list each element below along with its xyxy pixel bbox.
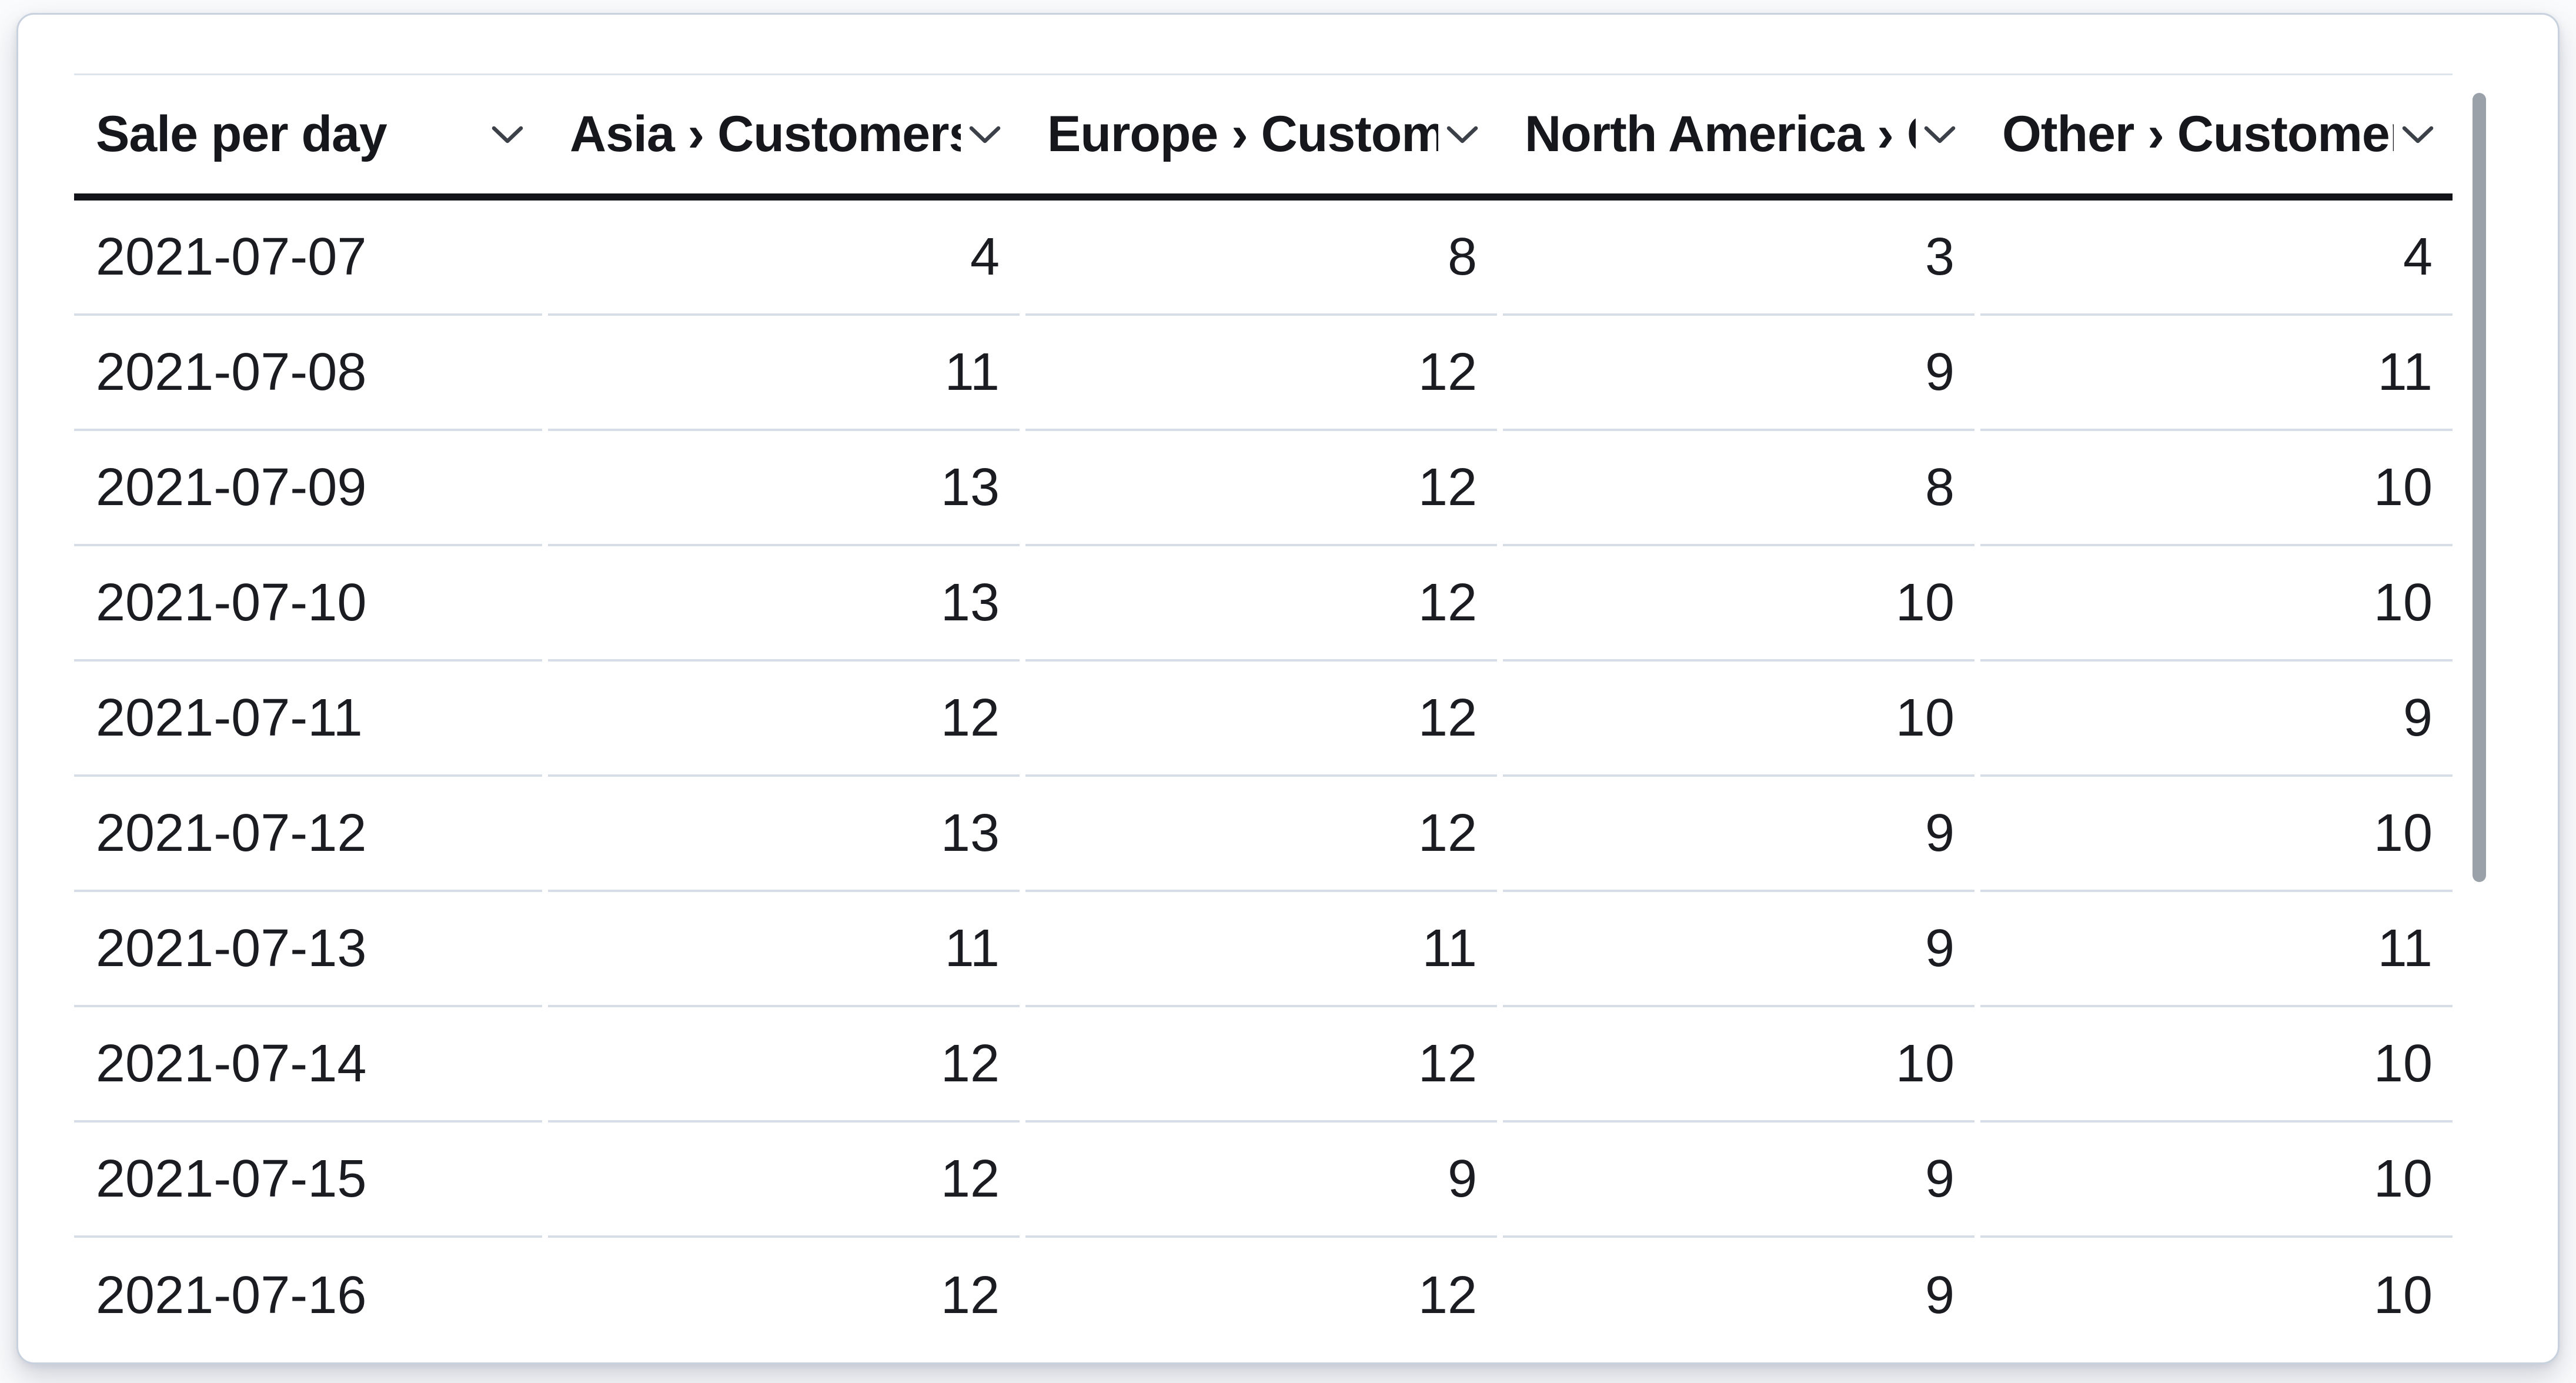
date-cell: 2021-07-09 — [74, 431, 542, 546]
column-header-europe-customers[interactable]: Europe › Customers — [1025, 75, 1497, 193]
value-cell: 13 — [548, 546, 1020, 662]
value-cell: 10 — [1503, 662, 1974, 777]
chevron-down-icon — [492, 126, 523, 143]
column-header-asia-customers[interactable]: Asia › Customers — [548, 75, 1020, 193]
table-body: 2021-07-07 4 8 3 4 2021-07-08 11 12 9 11… — [74, 201, 2453, 1353]
table-row: 2021-07-08 11 12 9 11 — [74, 316, 2453, 431]
vertical-scrollbar-thumb[interactable] — [2473, 93, 2486, 882]
value-cell: 9 — [1025, 1123, 1497, 1238]
column-header-label: Asia › Customers — [570, 106, 961, 162]
column-header-label: Europe › Customers — [1047, 106, 1438, 162]
date-cell: 2021-07-08 — [74, 316, 542, 431]
value-cell: 11 — [548, 316, 1020, 431]
value-cell: 12 — [1025, 1007, 1497, 1123]
value-cell: 12 — [548, 1123, 1020, 1238]
column-header-north-america-customers[interactable]: North America › Customers — [1503, 75, 1974, 193]
value-cell: 13 — [548, 777, 1020, 892]
table-row: 2021-07-09 13 12 8 10 — [74, 431, 2453, 546]
sales-table: Sale per day Asia › Customers Europe › C… — [74, 74, 2453, 1353]
value-cell: 10 — [1503, 546, 1974, 662]
table-row: 2021-07-11 12 12 10 9 — [74, 662, 2453, 777]
table-row: 2021-07-16 12 12 9 10 — [74, 1238, 2453, 1353]
value-cell: 12 — [548, 1007, 1020, 1123]
value-cell: 4 — [548, 201, 1020, 316]
date-cell: 2021-07-12 — [74, 777, 542, 892]
value-cell: 11 — [1980, 892, 2453, 1007]
value-cell: 12 — [1025, 431, 1497, 546]
date-cell: 2021-07-16 — [96, 1265, 367, 1325]
column-header-other-customers[interactable]: Other › Customers — [1980, 75, 2453, 193]
value-cell: 12 — [1025, 662, 1497, 777]
column-header-label: North America › Customers — [1525, 106, 1916, 162]
date-cell: 2021-07-07 — [74, 201, 542, 316]
value-cell: 11 — [1980, 316, 2453, 431]
value-cell: 12 — [1025, 777, 1497, 892]
chevron-down-icon — [1924, 126, 1956, 143]
value-cell: 8 — [1025, 201, 1497, 316]
value-cell: 10 — [1980, 1123, 2453, 1238]
value-cell: 10 — [1503, 1007, 1974, 1123]
table-row: 2021-07-13 11 11 9 11 — [74, 892, 2453, 1007]
column-header-label: Sale per day — [96, 106, 387, 162]
value-cell: 10 — [1980, 777, 2453, 892]
value-cell: 10 — [1980, 1007, 2453, 1123]
chevron-down-icon — [969, 126, 1001, 143]
value-cell: 11 — [1025, 892, 1497, 1007]
value-cell: 9 — [1503, 892, 1974, 1007]
date-cell: 2021-07-13 — [74, 892, 542, 1007]
table-row: 2021-07-14 12 12 10 10 — [74, 1007, 2453, 1123]
value-cell: 10 — [2373, 1265, 2433, 1325]
value-cell: 12 — [940, 1265, 1000, 1325]
column-header-label: Other › Customers — [2002, 106, 2394, 162]
column-header-sale-per-day[interactable]: Sale per day — [74, 75, 542, 193]
value-cell: 9 — [1503, 316, 1974, 431]
value-cell: 13 — [548, 431, 1020, 546]
chevron-down-icon — [1446, 126, 1478, 143]
date-cell: 2021-07-15 — [74, 1123, 542, 1238]
value-cell: 10 — [1980, 431, 2453, 546]
date-cell: 2021-07-11 — [74, 662, 542, 777]
table-row: 2021-07-10 13 12 10 10 — [74, 546, 2453, 662]
value-cell: 12 — [1418, 1265, 1477, 1325]
chevron-down-icon — [2402, 126, 2434, 143]
table-row: 2021-07-12 13 12 9 10 — [74, 777, 2453, 892]
value-cell: 12 — [1025, 546, 1497, 662]
date-cell: 2021-07-14 — [74, 1007, 542, 1123]
value-cell: 8 — [1503, 431, 1974, 546]
value-cell: 9 — [1503, 777, 1974, 892]
table-row: 2021-07-15 12 9 9 10 — [74, 1123, 2453, 1238]
value-cell: 12 — [548, 662, 1020, 777]
value-cell: 10 — [1980, 546, 2453, 662]
value-cell: 12 — [1025, 316, 1497, 431]
value-cell: 9 — [1925, 1265, 1954, 1325]
value-cell: 3 — [1503, 201, 1974, 316]
date-cell: 2021-07-10 — [74, 546, 542, 662]
table-card: Sale per day Asia › Customers Europe › C… — [16, 13, 2560, 1364]
table-row: 2021-07-07 4 8 3 4 — [74, 201, 2453, 316]
value-cell: 9 — [1503, 1123, 1974, 1238]
table-header-row: Sale per day Asia › Customers Europe › C… — [74, 74, 2453, 201]
value-cell: 9 — [1980, 662, 2453, 777]
value-cell: 4 — [1980, 201, 2453, 316]
value-cell: 11 — [548, 892, 1020, 1007]
